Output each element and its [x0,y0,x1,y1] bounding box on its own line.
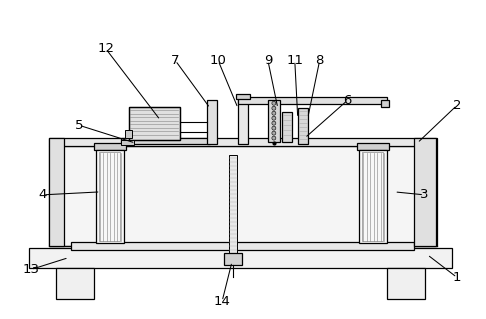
Bar [382,100,389,107]
Text: 7: 7 [171,54,179,67]
Circle shape [272,126,276,130]
Bar [121,138,210,144]
Bar [387,268,425,300]
Text: 13: 13 [22,263,39,276]
Text: 2: 2 [453,99,461,112]
Bar [358,143,389,150]
Bar [71,241,414,249]
Bar [229,155,237,255]
Circle shape [272,106,276,110]
Bar [29,248,452,268]
Bar [128,107,180,140]
Circle shape [272,101,276,105]
Bar [298,108,308,144]
Text: 10: 10 [209,54,226,67]
Bar [360,150,387,243]
Bar [238,97,387,104]
Bar [128,107,180,140]
Circle shape [272,116,276,120]
Bar [268,100,280,142]
Bar [49,138,437,146]
Text: 12: 12 [97,42,114,55]
Bar [414,138,436,246]
Circle shape [272,121,276,125]
Circle shape [272,111,276,115]
Bar [94,143,125,150]
Bar [207,100,217,144]
Bar [224,253,242,264]
Bar [49,138,64,246]
Bar [121,140,135,145]
Text: 8: 8 [315,54,324,67]
Text: 11: 11 [286,54,303,67]
Bar [124,130,133,138]
Circle shape [272,136,276,140]
Circle shape [272,131,276,135]
Bar [96,150,123,243]
Text: 5: 5 [74,119,83,132]
Text: 9: 9 [264,54,272,67]
Bar [363,152,383,241]
Bar [49,146,437,246]
Text: 1: 1 [453,271,461,284]
Bar [99,152,120,241]
Text: 6: 6 [343,94,352,107]
Text: 3: 3 [420,188,429,201]
Bar [236,94,250,99]
Bar [238,98,248,144]
Bar [282,112,292,142]
Bar [56,268,94,300]
Text: 4: 4 [39,188,47,201]
Text: 14: 14 [214,295,230,308]
